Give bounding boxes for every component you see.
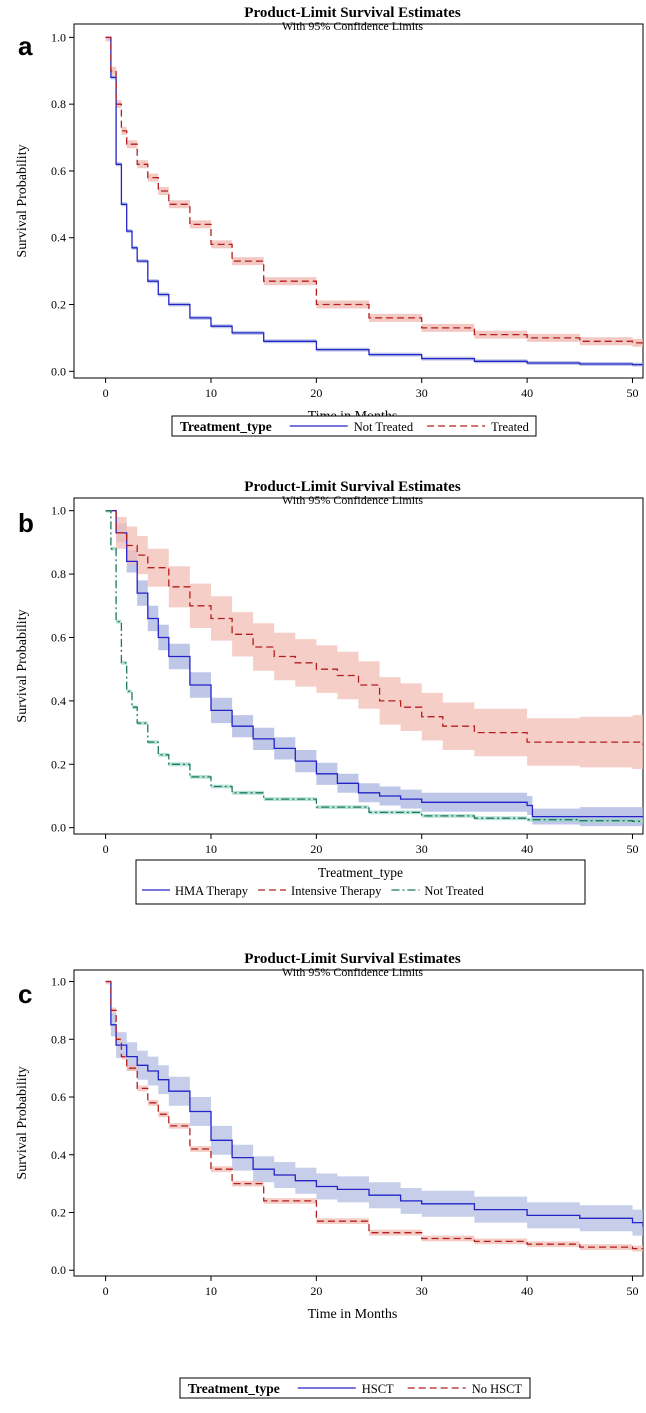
x-tick-label: 0 [103, 842, 109, 856]
legend-label: Not Treated [354, 420, 414, 434]
x-tick-label: 10 [205, 842, 217, 856]
chart-title: Product-Limit Survival Estimates [244, 479, 461, 495]
x-tick-label: 30 [416, 1284, 428, 1298]
y-tick-label: 1.0 [51, 30, 66, 44]
confidence-band-treated [105, 37, 643, 347]
chart-subtitle: With 95% Confidence Limits [282, 965, 423, 979]
panel-letter: c [18, 979, 32, 1009]
x-tick-label: 40 [521, 1284, 533, 1298]
x-tick-label: 40 [521, 842, 533, 856]
plot-frame [73, 23, 644, 379]
y-axis-title: Survival Probability [15, 1066, 30, 1179]
legend-title: Treatment_type [180, 419, 272, 434]
survival-curve-not-treated [105, 36, 643, 366]
legend-label: Intensive Therapy [291, 884, 382, 898]
x-tick-label: 10 [205, 1284, 217, 1298]
x-tick-label: 50 [626, 386, 638, 400]
x-tick-label: 20 [310, 386, 322, 400]
x-tick-label: 50 [626, 1284, 638, 1298]
x-tick-label: 0 [103, 386, 109, 400]
y-tick-label: 0.6 [51, 630, 66, 644]
survival-curve-not-treated [105, 510, 643, 822]
survival-curve-no-hsct [105, 980, 643, 1250]
chart-subtitle: With 95% Confidence Limits [282, 19, 423, 33]
y-tick-label: 0.0 [51, 364, 66, 378]
legend-label: No HSCT [472, 1382, 523, 1396]
plot-area [105, 36, 643, 367]
survival-curve-hma-therapy [105, 510, 643, 818]
chart-title: Product-Limit Survival Estimates [244, 951, 461, 967]
y-tick-label: 0.8 [51, 567, 66, 581]
legend-box [135, 859, 586, 905]
legend-title: Treatment_type [188, 1381, 280, 1396]
x-tick-label: 30 [416, 386, 428, 400]
y-tick-label: 0.8 [51, 1032, 66, 1046]
y-tick-label: 0.8 [51, 97, 66, 111]
x-tick-label: 10 [205, 386, 217, 400]
legend-title: Treatment_type [318, 865, 403, 880]
legend: Treatment_type Not Treated Treated [171, 415, 537, 437]
y-tick-label: 0.6 [51, 164, 66, 178]
y-tick-label: 0.4 [51, 694, 66, 708]
y-tick-label: 0.4 [51, 231, 66, 245]
chart-subtitle: With 95% Confidence Limits [282, 493, 423, 507]
survival-curve-hsct [105, 980, 643, 1227]
y-tick-label: 0.2 [51, 1205, 66, 1219]
y-axis-title: Survival Probability [15, 609, 30, 722]
y-tick-label: 0.6 [51, 1090, 66, 1104]
y-axis-title: Survival Probability [15, 144, 30, 257]
panel-letter: b [18, 508, 34, 538]
y-tick-label: 0.2 [51, 757, 66, 771]
plot-frame [73, 969, 644, 1277]
legend-label: Treated [491, 420, 529, 434]
legend: Treatment_type HMA Therapy Intensive Thera… [135, 859, 586, 905]
legend: Treatment_type HSCT No HSCT [179, 1377, 531, 1399]
y-tick-label: 1.0 [51, 975, 66, 989]
legend-label: HSCT [362, 1382, 394, 1396]
legend-label: HMA Therapy [175, 884, 249, 898]
y-tick-label: 0.4 [51, 1148, 66, 1162]
plot-area [105, 510, 643, 827]
x-tick-label: 30 [416, 842, 428, 856]
chart-title: Product-Limit Survival Estimates [244, 5, 461, 21]
confidence-band-hsct [105, 981, 643, 1240]
x-tick-label: 20 [310, 1284, 322, 1298]
legend-label: Not Treated [424, 884, 484, 898]
panel-letter: a [18, 31, 33, 61]
y-tick-label: 0.0 [51, 1263, 66, 1277]
legend-box [171, 415, 537, 437]
x-tick-label: 20 [310, 842, 322, 856]
survival-curve-intensive-therapy [105, 510, 643, 746]
x-tick-label: 50 [626, 842, 638, 856]
y-tick-label: 0.2 [51, 298, 66, 312]
plot-frame [73, 497, 644, 835]
confidence-band-intensive-therapy [105, 510, 643, 773]
x-tick-label: 40 [521, 386, 533, 400]
survival-curve-treated [105, 36, 643, 344]
y-tick-label: 1.0 [51, 504, 66, 518]
plot-area [105, 980, 643, 1252]
x-tick-label: 0 [103, 1284, 109, 1298]
x-axis-title: Time in Months [308, 1307, 398, 1322]
y-tick-label: 0.0 [51, 821, 66, 835]
